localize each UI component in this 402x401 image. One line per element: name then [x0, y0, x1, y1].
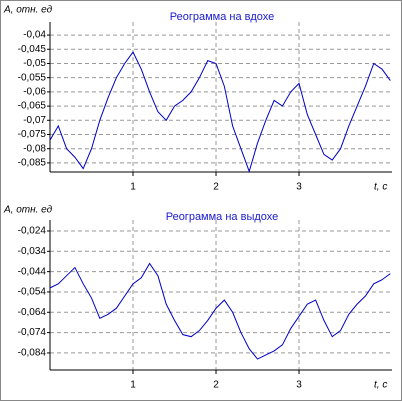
y-axis-label: A, отн. ед — [3, 205, 53, 216]
y-tick-label: -0,084 — [18, 348, 47, 359]
y-tick-label: -0,034 — [18, 246, 47, 257]
y-tick-label: -0,055 — [18, 72, 47, 83]
y-tick-label: -0,045 — [18, 44, 47, 55]
y-tick-label: -0,064 — [18, 307, 47, 318]
y-tick-label: -0,044 — [18, 266, 47, 277]
y-tick-label: -0,04 — [23, 30, 46, 41]
x-tick-label: 2 — [213, 182, 219, 193]
x-axis-label: t, c — [374, 182, 387, 193]
x-tick-label: 1 — [130, 380, 136, 391]
y-tick-label: -0,024 — [18, 226, 47, 237]
y-tick-label: -0,085 — [18, 158, 47, 169]
y-tick-label: -0,074 — [18, 327, 47, 338]
x-axis-label: t, c — [374, 380, 387, 391]
data-line — [49, 262, 391, 360]
y-tick-label: -0,08 — [23, 143, 46, 154]
y-tick-label: -0,05 — [23, 58, 46, 69]
x-tick-label: 2 — [213, 380, 219, 391]
x-tick-label: 1 — [130, 182, 136, 193]
chart-title: Реограмма на выдохе — [166, 211, 279, 223]
y-axis-label: A, отн. ед — [3, 5, 53, 16]
data-line — [49, 51, 391, 174]
y-tick-label: -0,06 — [23, 87, 46, 98]
x-tick-label: 3 — [296, 380, 302, 391]
y-tick-label: -0,054 — [18, 287, 47, 298]
y-tick-label: -0,065 — [18, 101, 47, 112]
chart-title: Реограмма на вдохе — [170, 11, 275, 23]
y-tick-label: -0,075 — [18, 129, 47, 140]
y-tick-label: -0,07 — [23, 115, 46, 126]
x-tick-label: 3 — [296, 182, 302, 193]
